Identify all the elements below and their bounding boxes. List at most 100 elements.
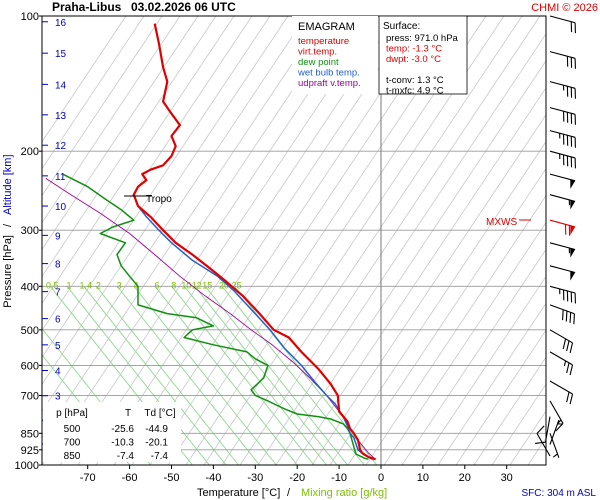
wind-barb-full xyxy=(566,86,569,97)
altitude-tick-label: 9 xyxy=(55,231,61,242)
dry-adiabat-line xyxy=(437,302,546,465)
dry-adiabat-line xyxy=(42,16,253,332)
table-header-cell: T xyxy=(125,408,131,419)
pressure-tick-label: 200 xyxy=(21,146,39,158)
mixing-ratio-line xyxy=(171,286,315,465)
wind-barb-full xyxy=(536,425,545,434)
wind-barb-staff xyxy=(549,51,576,59)
wind-barb xyxy=(549,15,576,34)
mixing-ratio-line xyxy=(154,286,298,465)
mixing-ratio-label: 8 xyxy=(171,281,176,291)
wind-barb-staff xyxy=(536,433,551,457)
wind-barb-full xyxy=(564,224,567,235)
altitude-tick-label: 6 xyxy=(55,315,61,326)
legend-item: temperature xyxy=(298,36,349,47)
wind-barb-staff xyxy=(549,329,573,344)
wind-barb-full xyxy=(555,423,564,432)
credit-label: CHMI © 2026 xyxy=(531,2,598,14)
mixing-ratio-line xyxy=(95,286,239,465)
wind-barb-full xyxy=(569,364,574,376)
wind-barb xyxy=(549,219,576,236)
dry-adiabat-line xyxy=(42,16,163,197)
wind-barb-half xyxy=(563,360,567,367)
x-axis-separator: / xyxy=(287,487,291,499)
x-axis-label: Temperature [°C] xyxy=(197,487,280,499)
wind-barb-staff xyxy=(549,194,576,202)
wind-barb xyxy=(549,81,576,99)
mixing-ratio-label: 4 xyxy=(134,281,139,291)
table-header-cell: Td [°C] xyxy=(144,408,175,419)
wind-barb-full xyxy=(574,88,576,99)
wind-barb-half xyxy=(559,133,561,139)
wind-barb xyxy=(536,425,551,457)
wind-barb xyxy=(549,194,576,210)
altitude-tick-label: 7 xyxy=(55,288,61,299)
mixing-ratio-line xyxy=(221,286,365,465)
wind-barb-staff xyxy=(549,150,576,159)
temperature-tick-label: -70 xyxy=(80,472,96,484)
pressure-tick-label: 300 xyxy=(21,225,39,237)
sfc-elevation-label: SFC: 304 m ASL xyxy=(522,488,597,499)
tropopause-label: Tropo xyxy=(146,194,172,205)
dry-adiabat-line xyxy=(293,87,546,465)
wind-barb-full xyxy=(568,225,571,236)
legend-item: virt.temp. xyxy=(298,47,337,58)
dry-adiabat-line xyxy=(275,60,546,465)
wind-barb xyxy=(549,150,576,169)
wind-barb xyxy=(549,380,574,405)
mixing-ratio-line xyxy=(116,286,260,465)
table-cell: 500 xyxy=(64,424,81,435)
y-axis-separator: / xyxy=(2,223,14,227)
mixing-ratio-line xyxy=(66,286,210,465)
wind-barb-half xyxy=(553,453,558,458)
mixing-ratio-label: 12 xyxy=(192,281,202,291)
wind-barb-staff xyxy=(544,416,551,443)
y-axis-altitude-label: Altitude [km] xyxy=(2,154,14,215)
surface-value: press: 971.0 hPa xyxy=(386,33,459,44)
pressure-tick-label: 500 xyxy=(21,325,39,337)
wind-barb-full xyxy=(562,154,565,166)
mixing-ratio-line xyxy=(183,286,327,465)
wind-barb-full xyxy=(570,156,573,168)
wind-barb-pennant xyxy=(570,200,576,210)
wind-barb-full xyxy=(535,441,546,444)
table-cell: -10.3 xyxy=(111,438,134,449)
wind-barb xyxy=(549,242,576,258)
observation-datetime: 03.02.2026 06 UTC xyxy=(131,0,236,14)
mixing-ratio-line xyxy=(83,286,227,465)
dry-adiabat-line xyxy=(491,383,546,465)
wind-barb-staff xyxy=(549,219,576,228)
pressure-tick-label: 600 xyxy=(21,360,39,372)
wind-barb xyxy=(549,400,564,432)
dry-adiabat-line xyxy=(42,16,127,143)
wind-barb xyxy=(549,285,576,304)
temperature-tick-label: 30 xyxy=(501,472,513,484)
dry-adiabat-line xyxy=(419,275,546,465)
table-cell: 850 xyxy=(64,451,81,462)
altitude-tick-label: 11 xyxy=(55,172,66,183)
wind-barb-full xyxy=(570,21,573,33)
dry-adiabat-line xyxy=(257,33,546,465)
pressure-tick-label: 1000 xyxy=(15,460,39,472)
mixing-ratio-label: 2 xyxy=(96,281,101,291)
wind-barb-full xyxy=(574,293,576,304)
wind-barb-full xyxy=(562,111,565,122)
dry-adiabat-line xyxy=(347,167,546,465)
wind-barb-staff xyxy=(549,81,576,89)
wind-barb-full xyxy=(566,135,569,146)
wind-barb xyxy=(535,416,551,444)
wind-barb-staff xyxy=(549,400,564,424)
temperature-tick-label: -40 xyxy=(205,472,221,484)
dry-adiabat-line xyxy=(401,248,546,465)
wind-barb-half xyxy=(559,288,561,295)
pressure-tick-label: 925 xyxy=(21,445,39,457)
wind-barb xyxy=(549,304,575,325)
table-cell: -7.4 xyxy=(117,451,135,462)
wind-barb xyxy=(549,51,576,69)
dry-adiabat-line xyxy=(42,16,181,224)
wind-barb-pennant xyxy=(570,225,576,235)
wind-barb-staff xyxy=(549,242,576,251)
legend-title: EMAGRAM xyxy=(298,21,355,33)
table-cell: -44.9 xyxy=(145,424,168,435)
